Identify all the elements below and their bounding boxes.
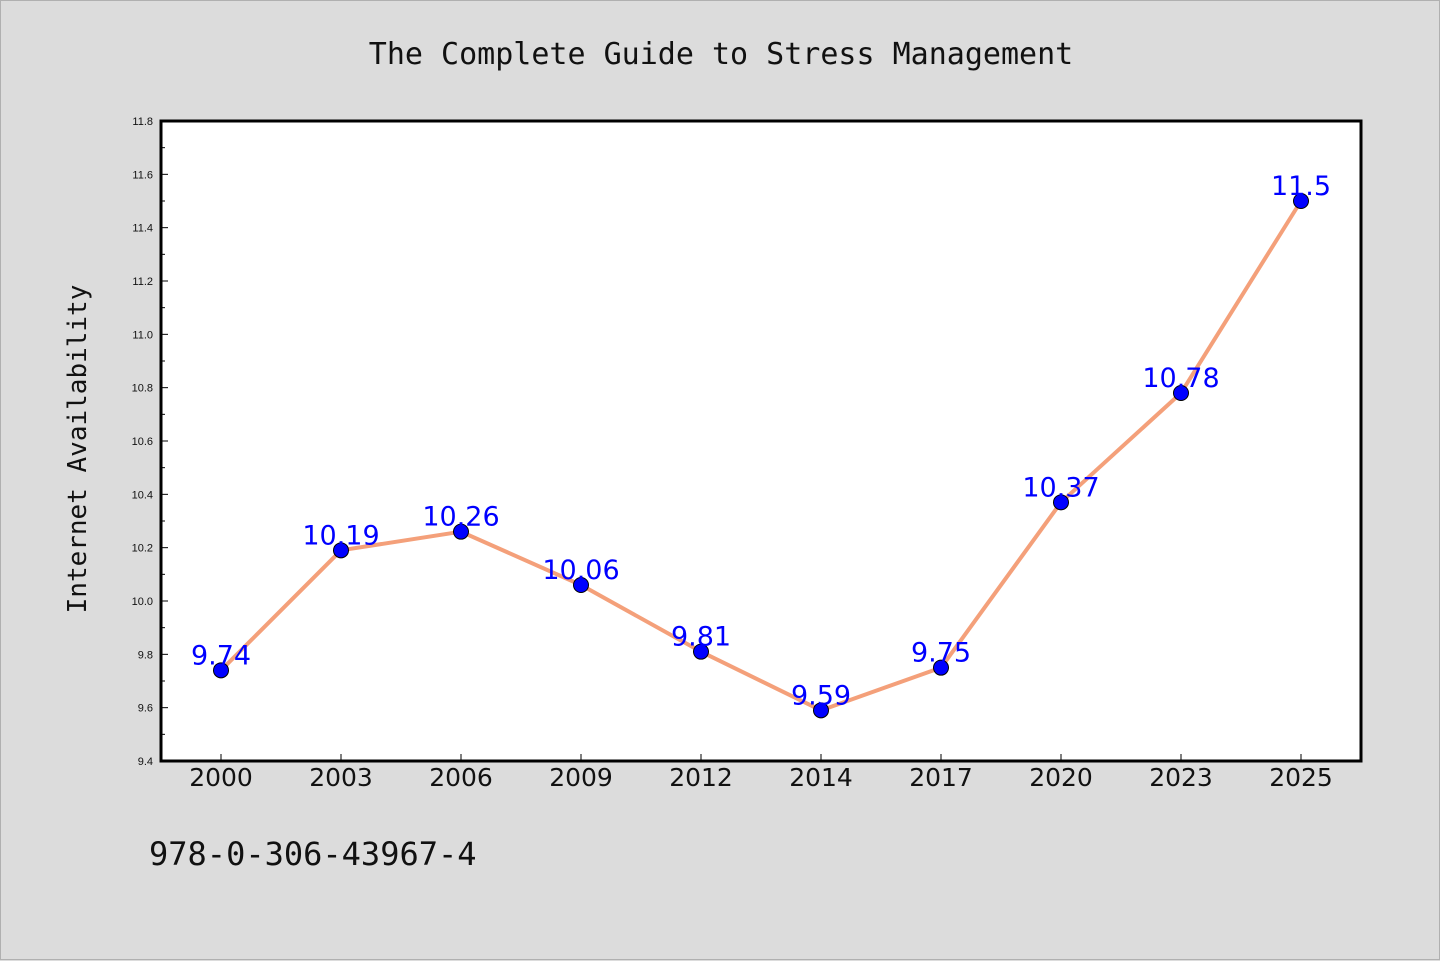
data-point-marker — [1293, 193, 1309, 209]
plot-area — [159, 119, 1363, 763]
y-axis-label: Internet Availability — [63, 285, 93, 614]
y-tick-label: 11.8 — [132, 116, 153, 128]
y-tick-label: 11.2 — [132, 276, 153, 288]
x-tick-label: 2017 — [909, 763, 973, 792]
series-line-group — [219, 199, 1303, 713]
x-axis-ticks: 2000 2003 2006 2009 2012 2014 2017 2020 2023 2025 — [189, 754, 1333, 792]
series-line — [219, 199, 1303, 713]
data-point-marker — [933, 659, 949, 676]
y-tick-label: 9.8 — [138, 649, 153, 661]
data-label: 10.37 — [1022, 472, 1099, 503]
y-tick-label: 9.6 — [138, 703, 153, 715]
data-point-marker — [573, 577, 589, 593]
x-tick-label: 2006 — [429, 763, 493, 792]
y-tick-label: 10.6 — [132, 436, 153, 448]
data-point-marker — [333, 542, 349, 559]
x-tick-label: 2023 — [1149, 763, 1213, 792]
data-point-marker — [213, 662, 229, 679]
data-point-marker — [1173, 385, 1189, 401]
data-point-marker — [1053, 494, 1069, 511]
data-label: 9.59 — [791, 680, 851, 711]
data-label-group: 9.74 10.19 10.26 10.06 9.81 9.59 9.75 10.37 10.7… — [191, 171, 1331, 711]
data-point-marker — [453, 523, 469, 540]
x-tick-label: 2025 — [1269, 763, 1333, 792]
data-label: 9.81 — [671, 622, 731, 653]
y-tick-label: 10.8 — [132, 383, 153, 395]
y-tick-label: 10.4 — [132, 489, 153, 501]
y-tick-label: 10.0 — [132, 596, 153, 608]
data-point-marker — [693, 643, 709, 660]
data-label: 9.74 — [191, 640, 251, 671]
chart-title: The Complete Guide to Stress Management — [369, 37, 1073, 72]
data-label: 9.75 — [911, 638, 971, 669]
x-tick-label: 2000 — [189, 763, 253, 792]
y-tick-label: 9.4 — [138, 756, 153, 768]
x-tick-label: 2014 — [789, 763, 853, 792]
data-label: 10.26 — [422, 502, 499, 533]
x-tick-label: 2009 — [549, 763, 613, 792]
y-tick-label: 11.6 — [132, 169, 153, 181]
data-label: 11.5 — [1271, 171, 1331, 202]
y-tick-label: 10.2 — [132, 543, 153, 555]
data-point-marker — [813, 702, 829, 719]
x-tick-label: 2012 — [669, 763, 733, 792]
data-label: 10.06 — [542, 555, 619, 586]
y-tick-label: 11.0 — [132, 329, 153, 341]
x-tick-label: 2020 — [1029, 763, 1093, 792]
data-label: 10.78 — [1142, 363, 1219, 394]
marker-group — [213, 193, 1309, 719]
isbn-footer: 978-0-306-43967-4 — [149, 835, 477, 873]
y-axis-ticks: 9.4 9.6 9.8 10.0 10.2 10.4 10.6 10.8 11.0 11.2 11.… — [132, 116, 168, 768]
y-tick-label: 11.4 — [132, 223, 153, 235]
x-tick-label: 2003 — [309, 763, 373, 792]
data-label: 10.19 — [302, 520, 379, 551]
